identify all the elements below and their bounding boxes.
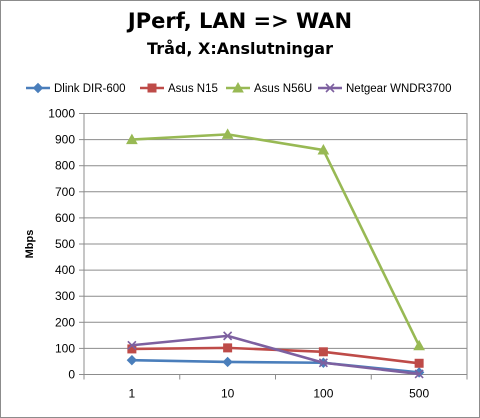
y-tick-label: 100 [55,341,75,355]
series [127,331,424,379]
legend-label: Netgear WNDR3700 [346,83,451,95]
y-tick-label: 1000 [48,107,75,121]
legend-item: Asus N56U [226,81,312,95]
data-point [414,369,424,379]
legend-marker [232,81,244,93]
series [126,128,425,351]
y-tick-label: 700 [55,185,75,199]
x-tick-label: 1 [129,387,136,401]
data-point [317,144,330,155]
data-point [126,354,138,366]
y-axis-label: Mbps [24,230,36,259]
data-point [221,128,234,139]
y-tick-label: 300 [55,289,75,303]
data-point [223,331,233,341]
y-tick-label: 600 [55,211,75,225]
y-tick-label: 200 [55,315,75,329]
x-tick-label: 10 [221,387,235,401]
y-tick-label: 900 [55,133,75,147]
series-line [131,133,421,347]
y-tick-label: 800 [55,159,75,173]
x-tick-label: 500 [409,387,429,401]
data-point [126,133,138,145]
series-group [126,128,425,379]
data-point [127,340,137,350]
legend-marker [32,82,44,94]
legend-label: Asus N15 [168,83,218,95]
series-line [131,358,420,374]
gridlines [84,139,467,349]
data-point [318,358,328,368]
y-tick-label: 0 [68,368,75,382]
chart-title: JPerf, LAN => WAN [127,9,353,33]
legend-item: Netgear WNDR3700 [318,83,451,95]
x-tick-label: 100 [313,387,333,401]
data-point [414,358,424,368]
series [127,343,424,368]
data-point [318,347,328,357]
legend-item: Dlink DIR-600 [26,82,126,95]
legend-label: Asus N56U [254,83,312,95]
y-tick-label: 500 [55,237,75,251]
legend-marker [147,83,157,93]
chart-subtitle: Tråd, X:Anslutningar [147,39,333,58]
y-axis-ticks: 0 100 200 300 400 500 600 700 800 900 1000 [48,107,84,382]
y-tick-label: 400 [55,263,75,277]
legend: Dlink DIR-600 Asus N15 Asus N56U Netgear WN… [26,81,451,95]
series-line [131,334,420,376]
x-axis-ticks: 1 10 100 500 [83,374,468,401]
data-point [413,339,425,351]
legend-marker [325,83,335,93]
data-point [223,343,233,353]
data-point [222,356,233,368]
legend-label: Dlink DIR-600 [54,83,126,95]
legend-item: Asus N15 [140,83,218,95]
